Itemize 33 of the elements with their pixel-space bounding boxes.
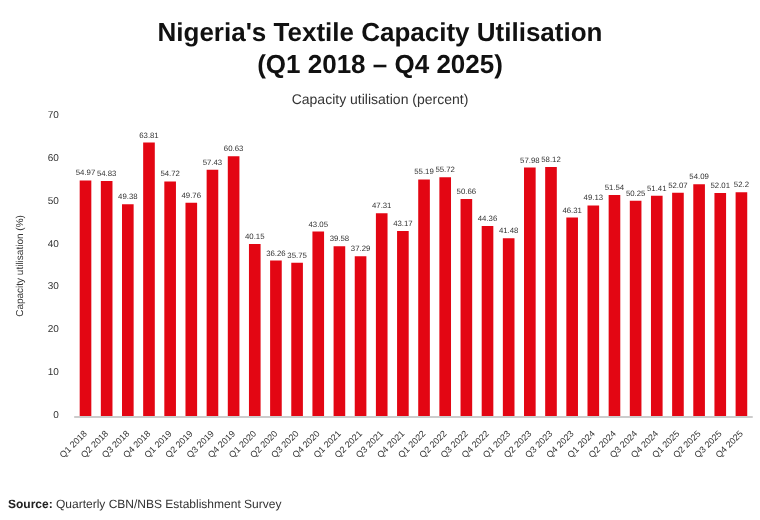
- bar: [524, 167, 536, 416]
- bar: [566, 217, 578, 416]
- bar: [545, 166, 557, 416]
- bar: [206, 169, 219, 416]
- bar: [375, 213, 388, 416]
- bar: [100, 181, 113, 416]
- chart-title: Nigeria's Textile Capacity Utilisation (Q1 2018 – Q4 2025): [157, 17, 603, 79]
- bar: [333, 246, 346, 416]
- bar: [185, 202, 198, 416]
- bar: [227, 156, 240, 416]
- bar: [79, 180, 92, 416]
- bar: [629, 200, 642, 416]
- bar: [122, 204, 134, 416]
- bar: [714, 193, 727, 416]
- bar: [693, 184, 705, 416]
- bar: [143, 142, 155, 416]
- bar: [481, 225, 494, 416]
- bar: [460, 198, 473, 416]
- bar: [164, 181, 176, 416]
- bar: [439, 177, 452, 416]
- bar: [397, 230, 409, 416]
- bar: [270, 260, 282, 416]
- bar: [608, 195, 621, 416]
- bar: [291, 262, 303, 416]
- bar: [354, 256, 367, 416]
- bar: [587, 205, 600, 416]
- bar: [418, 179, 430, 416]
- bar: [672, 192, 684, 416]
- bar: [735, 192, 748, 416]
- bar: [502, 238, 515, 416]
- bar: [248, 243, 261, 416]
- bar: [312, 231, 325, 416]
- bar: [650, 195, 663, 416]
